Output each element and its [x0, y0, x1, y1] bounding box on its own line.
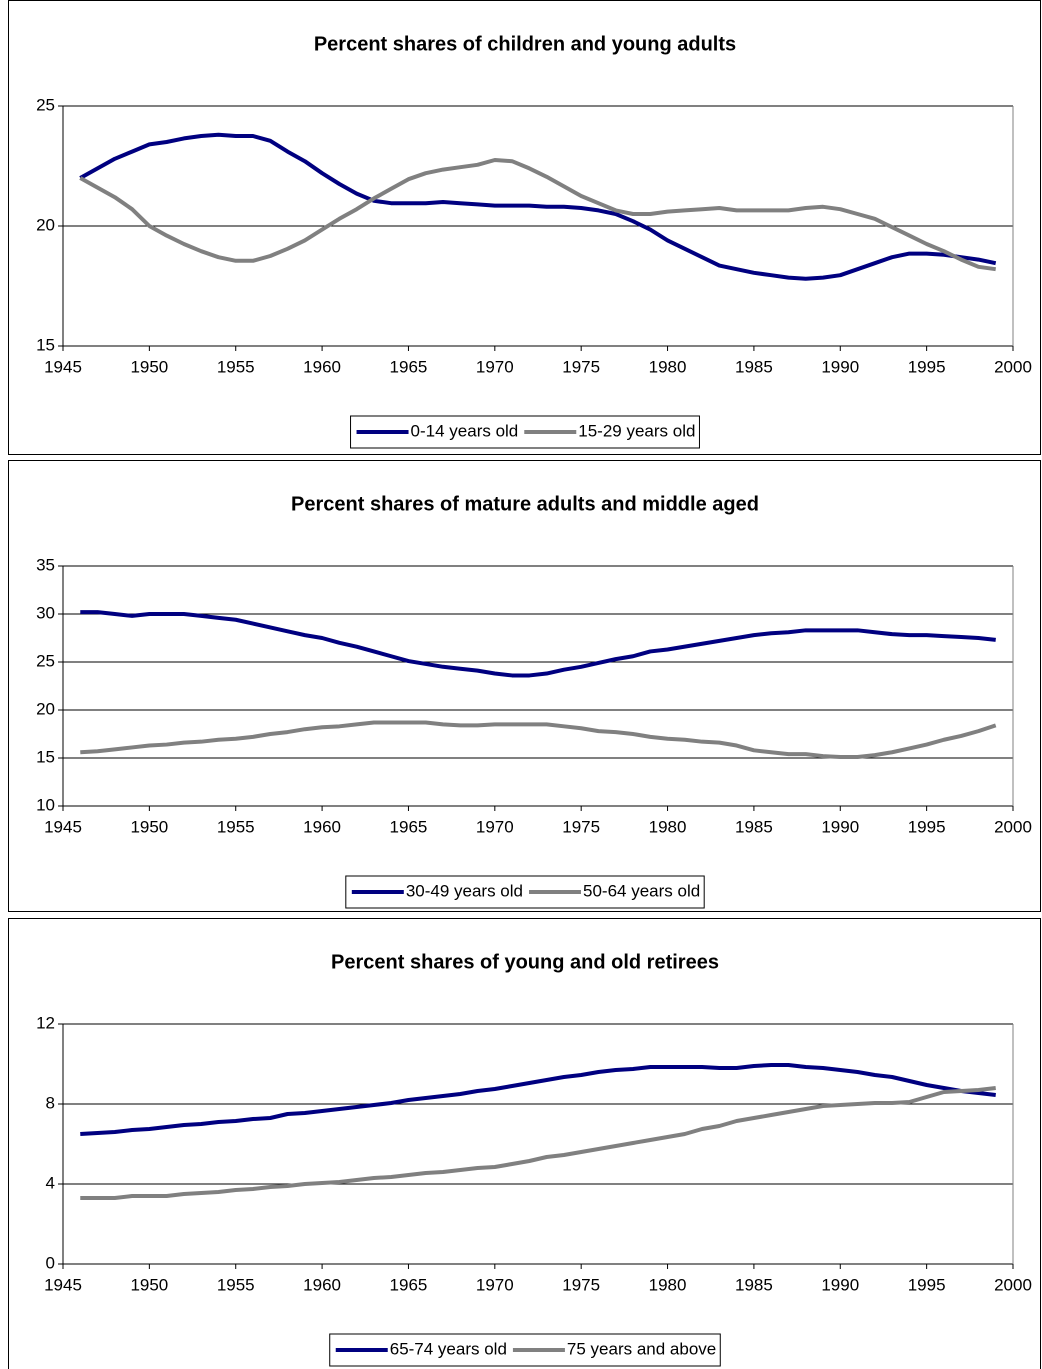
x-tick-label: 1965 — [390, 357, 428, 376]
series-line — [79, 132, 997, 281]
series-line — [80, 1063, 996, 1136]
legend-label: 50-64 years old — [583, 881, 700, 900]
legend: 65-74 years old 75 years and above — [329, 1333, 721, 1367]
x-tick-label: 1980 — [649, 1275, 687, 1294]
legend-label: 75 years and above — [567, 1339, 716, 1358]
x-tick-label: 1995 — [908, 357, 946, 376]
chart-title: Percent shares of young and old retirees — [331, 951, 719, 973]
x-tick-label: 1955 — [217, 357, 255, 376]
y-tick-label: 20 — [36, 215, 55, 234]
y-tick-label: 25 — [36, 651, 55, 670]
x-tick-label: 1975 — [562, 817, 600, 836]
x-tick-label: 1950 — [130, 1275, 168, 1294]
series-line — [80, 1086, 996, 1200]
x-tick-label: 1995 — [908, 1275, 946, 1294]
y-tick-label: 20 — [36, 699, 55, 718]
x-tick-label: 1985 — [735, 1275, 773, 1294]
x-tick-label: 1965 — [390, 817, 428, 836]
x-tick-label: 1990 — [821, 817, 859, 836]
chart-title: Percent shares of children and young adu… — [314, 33, 736, 55]
x-tick-label: 1985 — [735, 357, 773, 376]
legend-label: 65-74 years old — [390, 1339, 507, 1358]
x-tick-label: 1990 — [821, 357, 859, 376]
x-tick-label: 1960 — [303, 1275, 341, 1294]
x-tick-label: 1950 — [130, 817, 168, 836]
x-tick-label: 2000 — [994, 817, 1032, 836]
y-tick-label: 35 — [36, 555, 55, 574]
y-tick-label: 8 — [46, 1093, 55, 1112]
chart-title: Percent shares of mature adults and midd… — [291, 493, 759, 515]
x-tick-label: 1945 — [44, 817, 82, 836]
y-tick-label: 10 — [36, 795, 55, 814]
x-tick-label: 1985 — [735, 817, 773, 836]
x-tick-label: 1975 — [562, 1275, 600, 1294]
x-tick-label: 1970 — [476, 357, 514, 376]
x-tick-label: 1960 — [303, 357, 341, 376]
series-line — [80, 720, 997, 760]
legend-label: 0-14 years old — [411, 421, 519, 440]
x-tick-label: 2000 — [994, 1275, 1032, 1294]
y-tick-label: 25 — [36, 95, 55, 114]
y-tick-label: 4 — [46, 1173, 55, 1192]
x-tick-label: 1995 — [908, 817, 946, 836]
x-tick-label: 1945 — [44, 357, 82, 376]
x-tick-label: 1990 — [821, 1275, 859, 1294]
x-tick-label: 1970 — [476, 817, 514, 836]
legend-box — [345, 875, 705, 909]
legend-label: 15-29 years old — [578, 421, 695, 440]
y-tick-label: 15 — [36, 335, 55, 354]
panel-frame — [8, 0, 1041, 455]
x-tick-label: 1980 — [649, 357, 687, 376]
panel-frame — [8, 918, 1041, 1369]
legend: 0-14 years old 15-29 years old — [350, 415, 700, 449]
y-tick-label: 0 — [46, 1253, 55, 1272]
x-tick-label: 1965 — [390, 1275, 428, 1294]
series-line — [80, 610, 996, 678]
x-tick-label: 1955 — [217, 1275, 255, 1294]
legend-label: 30-49 years old — [406, 881, 523, 900]
x-tick-label: 1975 — [562, 357, 600, 376]
x-tick-label: 1960 — [303, 817, 341, 836]
series-line — [79, 158, 997, 272]
x-tick-label: 1945 — [44, 1275, 82, 1294]
x-tick-label: 1950 — [130, 357, 168, 376]
x-tick-label: 2000 — [994, 357, 1032, 376]
x-tick-label: 1980 — [649, 817, 687, 836]
x-tick-label: 1955 — [217, 817, 255, 836]
x-tick-label: 1970 — [476, 1275, 514, 1294]
legend: 30-49 years old 50-64 years old — [345, 875, 705, 909]
y-tick-label: 30 — [36, 603, 55, 622]
y-tick-label: 12 — [36, 1013, 55, 1032]
y-tick-label: 15 — [36, 747, 55, 766]
panel-frame — [8, 460, 1041, 912]
